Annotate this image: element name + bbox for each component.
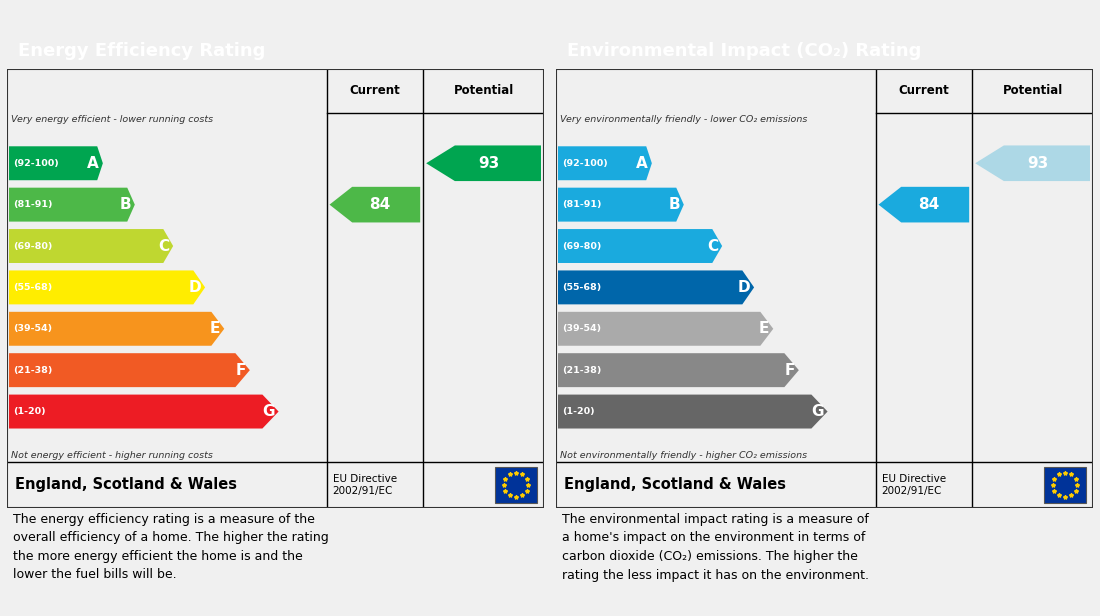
Text: The energy efficiency rating is a measure of the
overall efficiency of a home. T: The energy efficiency rating is a measur… [13, 513, 329, 582]
Text: Very energy efficient - lower running costs: Very energy efficient - lower running co… [11, 115, 213, 124]
Text: G: G [262, 404, 275, 419]
Text: England, Scotland & Wales: England, Scotland & Wales [15, 477, 236, 492]
Text: A: A [87, 156, 99, 171]
Text: (55-68): (55-68) [562, 283, 602, 292]
Text: C: C [707, 238, 718, 254]
Polygon shape [426, 145, 541, 181]
Text: F: F [235, 363, 245, 378]
Polygon shape [330, 187, 420, 222]
Text: B: B [119, 197, 131, 212]
Polygon shape [9, 146, 103, 180]
Text: C: C [158, 238, 169, 254]
Polygon shape [976, 145, 1090, 181]
Polygon shape [558, 353, 799, 387]
Polygon shape [558, 146, 652, 180]
Text: (39-54): (39-54) [562, 324, 601, 333]
Text: E: E [759, 322, 769, 336]
Text: (39-54): (39-54) [13, 324, 52, 333]
Polygon shape [879, 187, 969, 222]
Polygon shape [9, 312, 224, 346]
Polygon shape [9, 229, 173, 263]
Text: (55-68): (55-68) [13, 283, 53, 292]
Text: (92-100): (92-100) [13, 159, 58, 168]
Polygon shape [9, 353, 250, 387]
Text: 93: 93 [1027, 156, 1049, 171]
Text: (21-38): (21-38) [562, 366, 602, 375]
Text: England, Scotland & Wales: England, Scotland & Wales [564, 477, 786, 492]
Text: 93: 93 [478, 156, 500, 171]
Text: (1-20): (1-20) [562, 407, 595, 416]
Text: The environmental impact rating is a measure of
a home's impact on the environme: The environmental impact rating is a mea… [562, 513, 869, 582]
Text: Environmental Impact (CO₂) Rating: Environmental Impact (CO₂) Rating [566, 42, 921, 60]
Text: EU Directive
2002/91/EC: EU Directive 2002/91/EC [332, 474, 397, 496]
Polygon shape [558, 188, 684, 222]
Text: (92-100): (92-100) [562, 159, 607, 168]
Text: (21-38): (21-38) [13, 366, 53, 375]
Text: E: E [210, 322, 220, 336]
Text: Potential: Potential [453, 84, 514, 97]
Polygon shape [558, 312, 773, 346]
Text: Potential: Potential [1002, 84, 1063, 97]
Polygon shape [9, 188, 135, 222]
Text: Not environmentally friendly - higher CO₂ emissions: Not environmentally friendly - higher CO… [560, 451, 807, 460]
Bar [495, 466, 537, 503]
Text: A: A [636, 156, 648, 171]
Text: D: D [737, 280, 750, 295]
Text: (81-91): (81-91) [13, 200, 53, 209]
Text: (69-80): (69-80) [562, 241, 602, 251]
Text: EU Directive
2002/91/EC: EU Directive 2002/91/EC [881, 474, 946, 496]
Text: G: G [811, 404, 824, 419]
Polygon shape [558, 270, 755, 304]
Text: (1-20): (1-20) [13, 407, 45, 416]
Text: Not energy efficient - higher running costs: Not energy efficient - higher running co… [11, 451, 213, 460]
Text: Current: Current [350, 84, 400, 97]
Polygon shape [9, 395, 278, 429]
Text: Current: Current [899, 84, 949, 97]
Text: (69-80): (69-80) [13, 241, 53, 251]
Polygon shape [9, 270, 205, 304]
Text: D: D [188, 280, 201, 295]
Polygon shape [558, 229, 722, 263]
Text: B: B [668, 197, 680, 212]
Text: (81-91): (81-91) [562, 200, 602, 209]
Text: 84: 84 [917, 197, 939, 212]
Text: 84: 84 [368, 197, 390, 212]
Text: Energy Efficiency Rating: Energy Efficiency Rating [18, 42, 265, 60]
Bar [1044, 466, 1086, 503]
Text: Very environmentally friendly - lower CO₂ emissions: Very environmentally friendly - lower CO… [560, 115, 807, 124]
Polygon shape [558, 395, 827, 429]
Text: F: F [784, 363, 795, 378]
